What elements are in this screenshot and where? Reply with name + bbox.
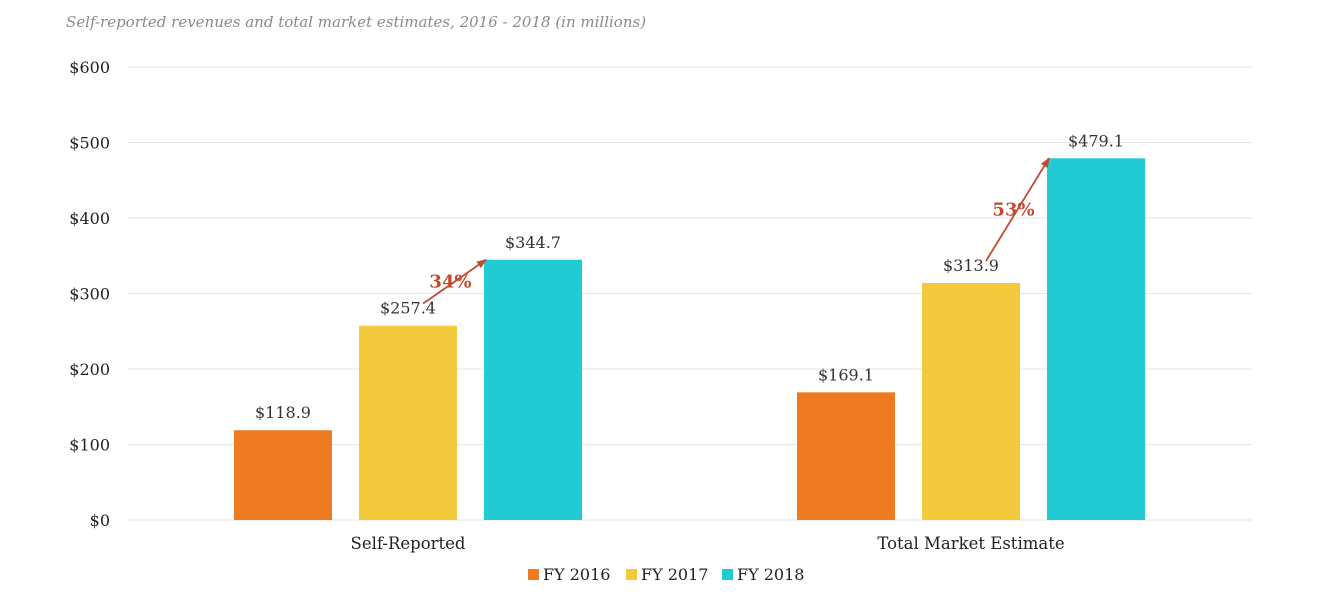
legend: FY 2016 FY 2017 FY 2018	[528, 565, 804, 584]
growth-label: 34%	[429, 272, 471, 293]
growth-arrow	[985, 157, 1050, 262]
legend-swatch	[626, 569, 637, 580]
chart-title: Self-reported revenues and total market …	[66, 13, 646, 31]
legend-label: FY 2017	[641, 565, 708, 584]
bar	[1047, 158, 1145, 521]
bar	[922, 283, 1020, 520]
data-label: $118.9	[255, 403, 311, 422]
data-label: $169.1	[818, 365, 874, 384]
y-tick-label: $0	[90, 511, 110, 530]
y-tick-label: $600	[69, 58, 110, 77]
y-tick-label: $100	[69, 436, 110, 455]
x-axis: Self-Reported Total Market Estimate	[351, 534, 1065, 553]
x-tick-label: Total Market Estimate	[877, 534, 1064, 553]
legend-label: FY 2018	[737, 565, 804, 584]
y-tick-label: $200	[69, 360, 110, 379]
legend-swatch	[528, 569, 539, 580]
x-tick-label: Self-Reported	[351, 534, 466, 553]
data-label: $257.4	[380, 299, 436, 318]
growth-label: 53%	[992, 200, 1034, 221]
data-label: $313.9	[943, 256, 999, 275]
bar	[359, 325, 457, 520]
data-label: $344.7	[505, 233, 561, 252]
y-tick-label: $300	[69, 285, 110, 304]
data-labels: $118.9 $257.4 $344.7 $169.1 $313.9 $479.1	[255, 131, 1124, 422]
bar	[797, 392, 895, 520]
growth-annotations: 34% 53%	[422, 157, 1050, 305]
legend-label: FY 2016	[543, 565, 610, 584]
bars	[234, 158, 1145, 521]
bar	[234, 430, 332, 520]
data-label: $479.1	[1068, 131, 1124, 150]
growth-arrow	[422, 259, 487, 305]
y-tick-label: $400	[69, 209, 110, 228]
y-axis: $0 $100 $200 $300 $400 $500 $600	[69, 58, 110, 530]
y-tick-label: $500	[69, 134, 110, 153]
bar	[484, 259, 582, 520]
legend-swatch	[722, 569, 733, 580]
